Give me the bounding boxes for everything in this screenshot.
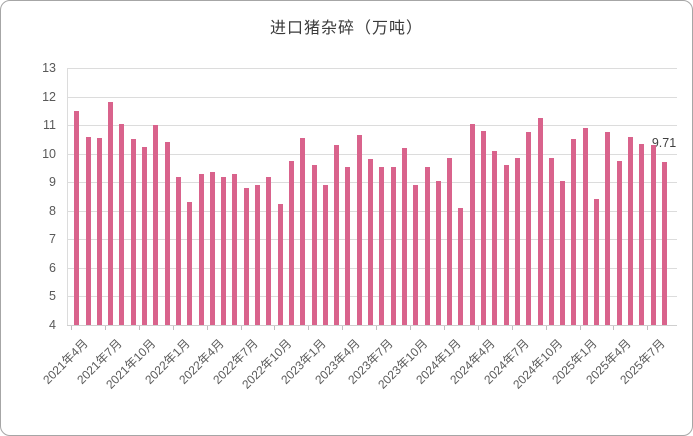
gridline <box>67 153 677 155</box>
x-tick-mark <box>613 326 615 330</box>
bar <box>514 157 520 325</box>
bar <box>334 145 340 325</box>
bar <box>390 166 396 325</box>
y-axis-line <box>67 68 68 325</box>
y-tick-label: 11 <box>43 118 56 133</box>
bar <box>255 185 260 325</box>
bar <box>221 176 227 325</box>
x-tick-mark <box>342 326 344 330</box>
bar <box>639 143 645 325</box>
y-tick-label: 5 <box>49 289 56 304</box>
bar <box>322 185 328 325</box>
bar <box>266 176 272 325</box>
bar <box>119 123 125 325</box>
x-axis-line <box>67 325 677 326</box>
bar <box>503 165 509 325</box>
bar <box>594 199 599 325</box>
bar <box>198 173 204 325</box>
last-value-label: 9.71 <box>651 135 677 150</box>
bar <box>481 130 486 325</box>
bar <box>526 132 532 326</box>
gridline <box>67 68 677 69</box>
bar <box>435 180 441 325</box>
x-tick-mark <box>206 326 208 330</box>
bar <box>413 185 419 325</box>
y-tick-label: 7 <box>49 232 56 247</box>
bar <box>345 166 351 325</box>
gridline <box>67 125 677 127</box>
y-tick-label: 13 <box>42 61 56 75</box>
x-tick-mark <box>647 326 649 330</box>
y-tick-label: 12 <box>42 89 56 104</box>
x-tick-mark <box>579 326 581 330</box>
x-tick-mark <box>138 326 140 330</box>
y-tick-label: 9 <box>49 175 56 190</box>
gridline <box>67 96 677 98</box>
bar <box>492 150 498 325</box>
x-tick-mark <box>172 326 174 330</box>
bar <box>605 132 611 326</box>
bar <box>537 118 543 325</box>
bar <box>96 138 102 325</box>
bar <box>108 102 114 325</box>
bar <box>650 145 656 325</box>
bar <box>548 157 554 325</box>
x-tick-mark <box>274 326 276 330</box>
bar <box>458 207 464 325</box>
bar <box>582 128 588 325</box>
bar <box>232 173 238 325</box>
bar <box>469 123 475 325</box>
bar <box>187 202 193 325</box>
bar <box>661 161 667 325</box>
bar <box>424 166 430 325</box>
x-tick-mark <box>71 326 72 330</box>
bar <box>356 135 362 325</box>
bar <box>368 159 373 325</box>
bar <box>277 203 283 325</box>
bar <box>571 139 577 325</box>
bar <box>401 148 407 325</box>
bar <box>164 142 170 325</box>
bar <box>85 136 91 325</box>
bar <box>141 146 147 325</box>
bar <box>311 165 317 325</box>
bar <box>300 138 306 325</box>
x-tick-mark <box>376 326 378 330</box>
bar <box>447 157 453 325</box>
x-tick-mark <box>545 326 547 330</box>
bar <box>379 166 385 325</box>
y-tick-label: 4 <box>49 318 56 332</box>
bar <box>175 176 181 325</box>
x-tick-mark <box>240 326 242 330</box>
x-tick-mark <box>511 326 513 330</box>
x-tick-mark <box>443 326 445 330</box>
bar <box>243 187 249 325</box>
y-tick-label: 10 <box>42 146 56 161</box>
bar <box>627 136 633 325</box>
bar <box>288 160 294 325</box>
chart-title: 进口猪杂碎（万吨） <box>269 20 423 37</box>
bar <box>616 160 622 325</box>
bar <box>74 110 80 325</box>
x-tick-mark <box>477 326 479 330</box>
bar <box>560 180 565 325</box>
y-tick-label: 8 <box>49 203 56 218</box>
bar <box>130 139 136 325</box>
x-tick-mark <box>308 326 310 330</box>
x-tick-mark <box>410 326 411 330</box>
y-tick-label: 6 <box>49 260 56 275</box>
bar <box>209 172 215 325</box>
bar <box>153 125 159 325</box>
x-tick-mark <box>104 326 106 330</box>
